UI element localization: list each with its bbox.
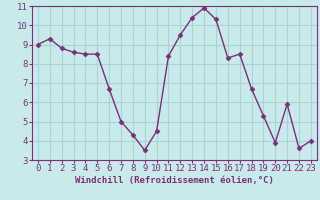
- X-axis label: Windchill (Refroidissement éolien,°C): Windchill (Refroidissement éolien,°C): [75, 176, 274, 185]
